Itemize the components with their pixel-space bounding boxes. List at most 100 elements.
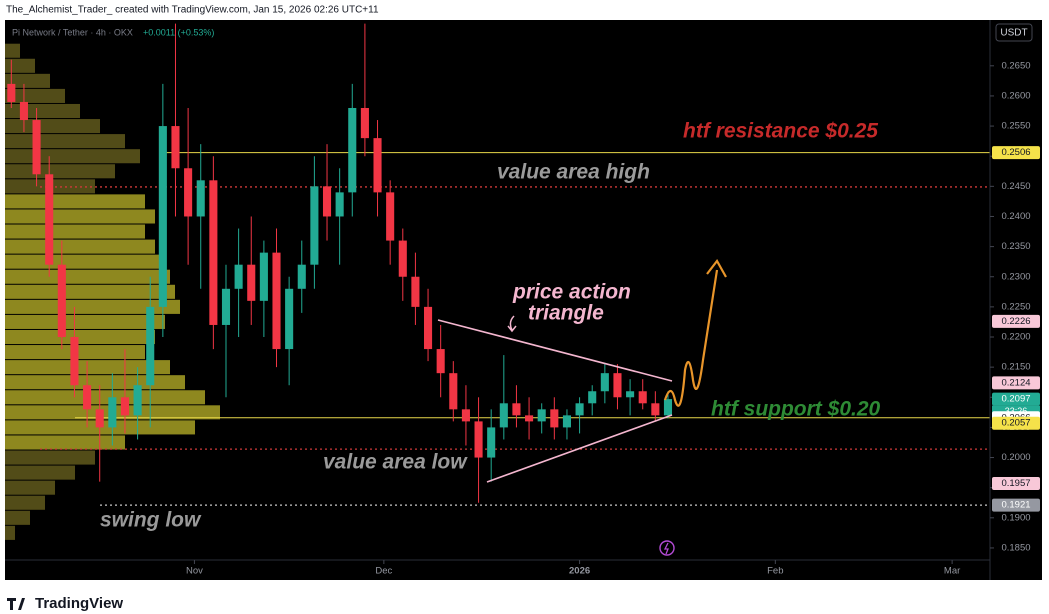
alert-icon — [659, 540, 675, 556]
candle-body — [184, 168, 193, 217]
profile-bar — [5, 510, 30, 525]
candle-body — [562, 415, 571, 428]
y-tick-label: 0.1900 — [1001, 512, 1030, 523]
candle-body — [57, 264, 66, 338]
candle-body — [19, 101, 28, 121]
candle-body — [474, 421, 483, 458]
candle-body — [133, 385, 142, 416]
candle-body — [449, 373, 458, 410]
price-label-box — [992, 146, 1040, 160]
price-label: 0.1921 — [1001, 500, 1030, 511]
profile-bar — [5, 58, 35, 73]
candle-body — [461, 409, 470, 422]
candle-body — [411, 276, 420, 307]
price-label: 0.2124 — [1001, 377, 1030, 388]
candle-body — [512, 403, 521, 416]
price-label: 0.2226 — [1001, 316, 1030, 327]
triangle-pointer — [507, 315, 517, 333]
projection-arrow-head — [706, 259, 727, 278]
candle-body — [499, 403, 508, 428]
triangle-lower — [486, 414, 673, 483]
candle-body — [297, 264, 306, 289]
profile-bar — [5, 465, 75, 480]
profile-bar — [5, 269, 170, 284]
candle-body — [550, 409, 559, 428]
y-tick-label: 0.2000 — [1001, 452, 1030, 463]
profile-bar — [5, 149, 140, 164]
y-tick-label: 0.2350 — [1001, 241, 1030, 252]
candle-body — [32, 120, 41, 175]
profile-bar — [5, 119, 100, 134]
candle-body — [663, 399, 673, 416]
candle-body — [7, 83, 16, 102]
brand: TradingView — [35, 595, 123, 612]
candle-body — [234, 264, 243, 289]
candle-body — [638, 391, 647, 404]
y-tick-label: 0.2450 — [1001, 181, 1030, 192]
profile-bar — [5, 284, 175, 299]
candle-body — [158, 126, 167, 307]
y-tick-label: 0.2600 — [1001, 90, 1030, 101]
candle-body — [196, 180, 205, 217]
profile-bar — [5, 73, 50, 88]
x-tick-label: Nov — [186, 566, 203, 577]
y-tick-label: 0.2650 — [1001, 60, 1030, 71]
price-label-box — [992, 498, 1040, 512]
y-tick-label: 0.2150 — [1001, 362, 1030, 373]
profile-bar — [5, 314, 165, 329]
candle-body — [120, 397, 130, 416]
price-label-box — [992, 376, 1040, 390]
alert-bolt — [663, 542, 669, 555]
y-tick-label: 0.2400 — [1001, 211, 1030, 222]
profile-bar — [5, 390, 205, 405]
y-tick-label: 0.2250 — [1001, 301, 1030, 312]
candle-body — [651, 403, 660, 416]
price-label-box — [992, 392, 1040, 406]
candle-body — [95, 409, 104, 428]
profile-bar — [5, 450, 95, 465]
brand-mark — [7, 598, 25, 610]
candle-body — [209, 180, 218, 325]
candle-body — [272, 252, 281, 350]
profile-bar — [5, 495, 45, 510]
candle-body — [537, 409, 546, 422]
levels — [40, 152, 990, 506]
price-label-box — [992, 476, 1040, 490]
currency: USDT — [1000, 28, 1027, 39]
candle-body — [247, 264, 256, 301]
y-tick-label: 0.2550 — [1001, 121, 1030, 132]
annotation: triangle — [528, 302, 604, 325]
candle-body — [360, 107, 369, 139]
price-label-box — [992, 314, 1040, 328]
candle-body — [310, 186, 319, 265]
candle-body — [386, 192, 395, 241]
price-label: 0.2097 — [1001, 394, 1030, 405]
candle-body — [146, 306, 155, 386]
profile-bar — [5, 88, 65, 103]
price-label: 0.2506 — [1001, 147, 1030, 158]
triangle-upper — [437, 319, 673, 382]
profile-bar — [5, 134, 125, 149]
profile-bar — [5, 164, 115, 179]
candle-body — [373, 138, 382, 193]
annotation: value area low — [323, 451, 468, 474]
y-tick-label: 0.2300 — [1001, 271, 1030, 282]
candle-body — [424, 306, 433, 350]
candle-body — [626, 391, 635, 398]
y-tick-label: 0.1850 — [1001, 542, 1030, 553]
brand-logo — [7, 598, 25, 610]
candle-body — [600, 373, 609, 392]
candle-body — [221, 288, 231, 325]
profile-bar — [5, 375, 185, 390]
y-tick-label: 0.2200 — [1001, 332, 1030, 343]
profile-bar — [5, 239, 155, 254]
profile-bar — [5, 194, 145, 209]
countdown: 33:26 — [1005, 406, 1028, 416]
candle-body — [436, 349, 445, 374]
profile-bar — [5, 209, 155, 224]
annotation: swing low — [100, 509, 202, 532]
projection-arrow — [663, 269, 719, 407]
candle-body — [525, 415, 534, 422]
candle-body — [487, 427, 496, 458]
currency-box[interactable] — [995, 23, 1033, 42]
